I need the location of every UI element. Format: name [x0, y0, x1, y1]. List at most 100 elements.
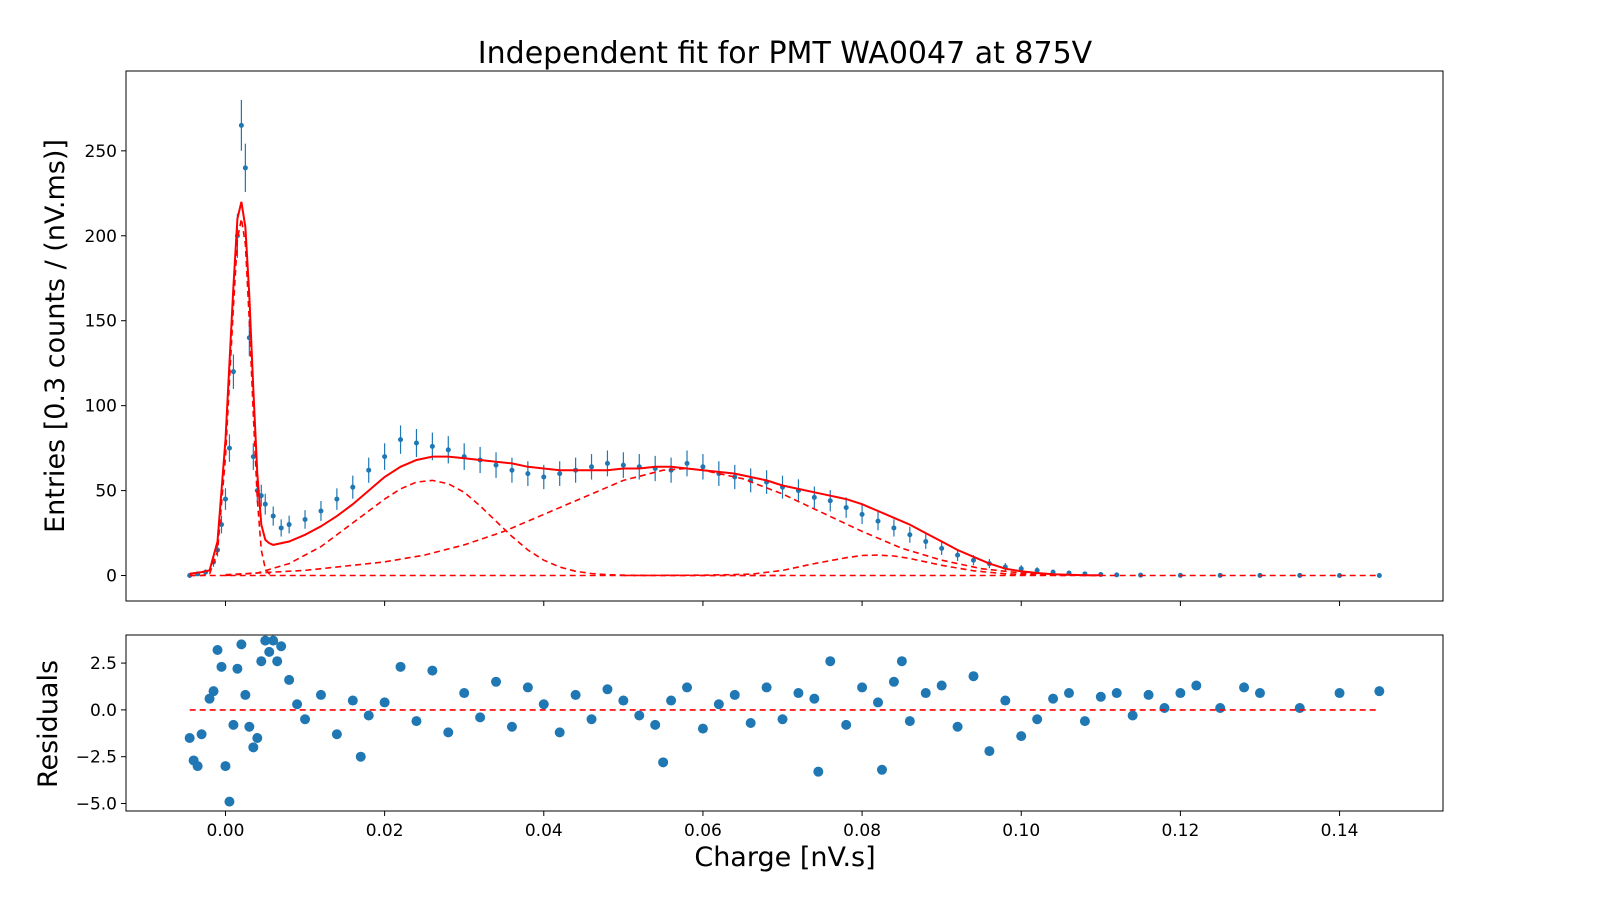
data-point — [242, 165, 248, 171]
data-point — [260, 635, 271, 646]
main-series-5-line — [623, 554, 1070, 577]
data-point — [292, 699, 303, 710]
data-point — [1032, 714, 1043, 725]
main-y-axis-label: Entries [0.3 counts / (nV.ms)] — [40, 139, 71, 533]
data-point — [843, 505, 849, 511]
data-point — [557, 471, 563, 477]
x-axis-label: Charge [nV.s] — [694, 842, 875, 873]
data-point — [809, 693, 820, 704]
main-y-tick-label: 150 — [85, 312, 117, 332]
data-point — [506, 721, 517, 732]
data-point — [1111, 688, 1122, 699]
data-point — [1095, 691, 1106, 702]
data-point — [204, 693, 215, 704]
data-point — [650, 719, 661, 730]
residual-x-tick-label: 0.00 — [207, 821, 245, 841]
data-point — [888, 676, 899, 687]
data-point — [315, 689, 326, 700]
data-point — [586, 714, 597, 725]
data-point — [252, 732, 263, 743]
data-point — [1254, 688, 1265, 699]
residual-x-tick-label: 0.08 — [843, 821, 881, 841]
data-point — [262, 501, 268, 507]
data-point — [382, 454, 388, 460]
data-point — [491, 676, 502, 687]
data-point — [827, 498, 833, 504]
data-point — [300, 714, 311, 725]
data-point — [398, 437, 404, 443]
data-point — [525, 471, 531, 477]
main-series-4-line — [225, 467, 1101, 577]
data-point — [1000, 695, 1011, 706]
data-point — [658, 757, 669, 768]
residual-plot-frame — [125, 634, 1444, 812]
data-point — [745, 718, 756, 728]
residual-y-tick-label: −2.5 — [76, 748, 117, 768]
main-x-ticks — [224, 601, 1341, 606]
data-point — [427, 665, 438, 676]
data-point — [777, 714, 788, 725]
data-point — [859, 511, 865, 517]
data-point — [841, 719, 852, 730]
residual-x-tick-label: 0.02 — [366, 821, 404, 841]
data-point — [208, 686, 219, 697]
data-point — [825, 656, 836, 667]
data-point — [222, 496, 228, 502]
main-plot-area — [187, 99, 1382, 579]
data-point — [1294, 703, 1305, 714]
main-plot-frame — [125, 70, 1444, 602]
data-point — [984, 746, 995, 757]
data-point — [230, 369, 236, 375]
data-point — [411, 716, 422, 727]
data-point — [857, 682, 868, 693]
data-point — [238, 122, 244, 128]
data-point — [459, 688, 470, 699]
data-point — [1034, 567, 1040, 573]
data-point — [811, 494, 817, 500]
residual-panel: −5.0−2.50.02.5 0.00 0.02 0.04 0.06 0.08 0.10 0… — [33, 634, 1444, 873]
data-point — [278, 525, 284, 531]
residual-y-axis-label: Residuals — [33, 660, 64, 788]
main-series-1-line — [189, 201, 1101, 577]
data-point — [244, 721, 255, 732]
data-point — [1079, 716, 1090, 727]
data-point — [939, 545, 945, 551]
data-point — [1063, 688, 1074, 699]
data-point — [1016, 731, 1027, 742]
data-point — [331, 729, 342, 740]
data-point — [286, 522, 292, 528]
data-point — [248, 742, 259, 753]
data-point — [1191, 680, 1202, 691]
data-point — [936, 680, 947, 691]
data-point — [256, 656, 267, 667]
data-point — [682, 682, 693, 693]
data-point — [732, 474, 738, 480]
main-y-tick-label: 200 — [85, 227, 117, 247]
data-point — [395, 661, 406, 672]
data-point — [1215, 703, 1226, 714]
data-point — [618, 695, 629, 706]
residual-x-tick-label: 0.06 — [684, 821, 722, 841]
residual-x-tick-label: 0.04 — [525, 821, 563, 841]
data-point — [541, 474, 547, 480]
data-point — [1127, 710, 1138, 721]
data-point — [220, 761, 231, 772]
data-point — [1376, 572, 1382, 578]
data-point — [970, 557, 976, 563]
data-point — [920, 688, 931, 699]
main-y-tick-label: 250 — [85, 142, 117, 162]
data-point — [236, 639, 247, 650]
data-point — [216, 661, 227, 672]
data-point — [1159, 703, 1170, 714]
data-point — [684, 460, 690, 466]
data-point — [554, 727, 565, 738]
data-point — [240, 689, 251, 700]
data-point — [1018, 566, 1024, 572]
residual-y-tick-label: 0.0 — [90, 701, 117, 721]
data-point — [196, 729, 207, 740]
data-point — [729, 689, 740, 700]
data-point — [226, 445, 232, 451]
data-point — [604, 460, 610, 466]
main-y-tick-label: 100 — [85, 397, 117, 417]
